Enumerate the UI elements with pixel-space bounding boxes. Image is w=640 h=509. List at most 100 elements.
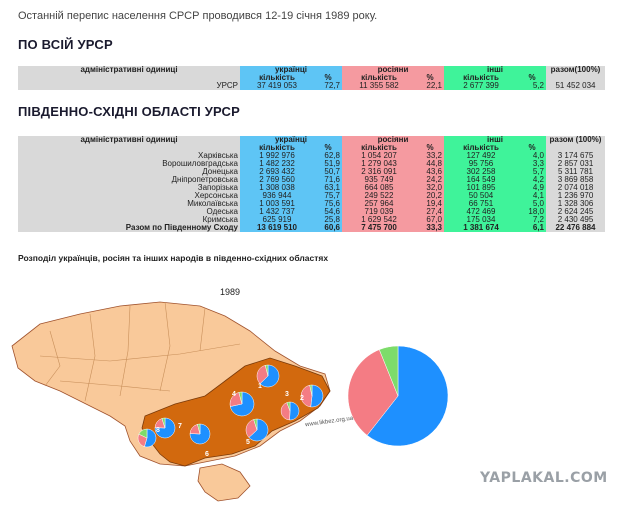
- col-count: кількість: [240, 74, 314, 82]
- table-cell: 24,2: [416, 176, 444, 184]
- table-row: Харківська 1 992 976 62,8 1 054 207 33,2 127 …: [18, 152, 605, 160]
- col-pct: %: [518, 144, 546, 152]
- table-southeast: адміністративні одиниці українці росіяни…: [18, 136, 605, 232]
- col-pct: %: [314, 74, 342, 82]
- col-oth: інші: [444, 66, 546, 74]
- table-cell: 101 895: [444, 184, 518, 192]
- table-cell: 75,7: [314, 192, 342, 200]
- table-row: Донецька 2 693 432 50,7 2 316 091 43,6 302 25…: [18, 168, 605, 176]
- region-pie-slice: [286, 401, 291, 412]
- region-pie: [300, 384, 324, 408]
- table-cell: 1 328 306: [546, 200, 605, 208]
- col-total: разом (100%): [546, 136, 605, 144]
- region-pie-slice: [253, 418, 258, 431]
- table-cell: 1 279 043: [342, 160, 416, 168]
- oblast-borders: [39, 301, 241, 402]
- table-cell: 44,8: [416, 160, 444, 168]
- col-count: кількість: [444, 74, 518, 82]
- region-number: 3: [285, 391, 289, 398]
- table-cell: 664 085: [342, 184, 416, 192]
- table-cell: 249 522: [342, 192, 416, 200]
- table-row: УРСР 37 419 053 72,7 11 355 582 22,1 2 6…: [18, 82, 605, 90]
- table-cell: 50 504: [444, 192, 518, 200]
- table-cell: 719 039: [342, 208, 416, 216]
- table-row: Миколаївська 1 003 591 75,6 257 964 19,4 66 7…: [18, 200, 605, 208]
- region-pie-slice: [310, 384, 324, 408]
- table-cell: Дніпропетровська: [18, 176, 240, 184]
- table-cell: 33,2: [416, 152, 444, 160]
- col-oth: інші: [444, 136, 546, 144]
- region-pie: [245, 418, 269, 442]
- region-pie-slice: [248, 418, 269, 442]
- table-cell: 625 919: [240, 216, 314, 224]
- region-pie-slice: [144, 428, 157, 448]
- region-pie-slice: [280, 402, 291, 421]
- table-all-ukraine: адміністративні одиниці українці росіяни…: [18, 66, 605, 90]
- col-ukr: українці: [240, 136, 342, 144]
- table-cell: 1 432 737: [240, 208, 314, 216]
- col-pct: %: [518, 74, 546, 82]
- table-cell: 3 869 858: [546, 176, 605, 184]
- table-cell: 4,0: [518, 152, 546, 160]
- region-pie: [189, 423, 211, 445]
- table-cell: 27,4: [416, 208, 444, 216]
- table-cell: 7,2: [518, 216, 546, 224]
- region-pie: [154, 417, 176, 439]
- table-cell: 4,2: [518, 176, 546, 184]
- table-cell: 1 236 970: [546, 192, 605, 200]
- region-pie-slice: [309, 384, 313, 397]
- table-cell: 4,9: [518, 184, 546, 192]
- table-cell: 3,3: [518, 160, 546, 168]
- col-count: кількість: [444, 144, 518, 152]
- col-total: разом(100%): [546, 66, 605, 74]
- table-cell: 935 749: [342, 176, 416, 184]
- region-number: 8: [156, 427, 160, 434]
- southeast-pie-slice: [347, 349, 399, 436]
- col-pct: %: [416, 144, 444, 152]
- table-cell: 63,1: [314, 184, 342, 192]
- col-count: кількість: [240, 144, 314, 152]
- region-number: 5: [246, 439, 250, 446]
- region-pie-slice: [238, 391, 243, 405]
- region-pie-slice: [264, 364, 269, 377]
- section-title-southeast: ПІВДЕННО-СХІДНІ ОБЛАСТІ УРСР: [18, 104, 241, 119]
- table-cell: 1 482 232: [240, 160, 314, 168]
- region-pies: [137, 364, 324, 448]
- table-cell: Херсонська: [18, 192, 240, 200]
- southeast-pie-slice: [366, 345, 449, 447]
- table-row: Херсонська 936 944 75,7 249 522 20,2 50 504 4,…: [18, 192, 605, 200]
- table-total-row: Разом по Південному Сходу 13 619 510 60,…: [18, 224, 605, 232]
- table-row: Кримська 625 919 25,8 1 629 542 67,0 175 034 7…: [18, 216, 605, 224]
- table-cell: Миколаївська: [18, 200, 240, 208]
- table-cell: 2 316 091: [342, 168, 416, 176]
- table-cell: 257 964: [342, 200, 416, 208]
- table-cell: 5,0: [518, 200, 546, 208]
- table-cell: Одеська: [18, 208, 240, 216]
- table-cell: 5 311 781: [546, 168, 605, 176]
- table-cell: Запорізька: [18, 184, 240, 192]
- region-number: 1: [258, 383, 262, 390]
- table-row: Дніпропетровська 2 769 560 71,6 935 749 24,2…: [18, 176, 605, 184]
- table-cell: 2 624 245: [546, 208, 605, 216]
- table-cell: 32,0: [416, 184, 444, 192]
- table-cell: 936 944: [240, 192, 314, 200]
- table-cell: 1 629 542: [342, 216, 416, 224]
- southeast-pie-slice: [378, 345, 399, 397]
- table-cell: 1 308 038: [240, 184, 314, 192]
- table-cell: 175 034: [444, 216, 518, 224]
- table-cell: 71,6: [314, 176, 342, 184]
- table-cell: 302 258: [444, 168, 518, 176]
- table-row: Одеська 1 432 737 54,6 719 039 27,4 472 469 18…: [18, 208, 605, 216]
- table-cell: 2 857 031: [546, 160, 605, 168]
- table-cell: 164 549: [444, 176, 518, 184]
- region-numbers: 1 2 3 4 5 6 7 8: [156, 383, 304, 458]
- intro-text: Останній перепис населення СРСР проводив…: [18, 10, 378, 22]
- map-year: 1989: [220, 287, 241, 297]
- table-cell: 19,4: [416, 200, 444, 208]
- col-ukr: українці: [240, 66, 342, 74]
- table-row: Запорізька 1 308 038 63,1 664 085 32,0 101 89…: [18, 184, 605, 192]
- table-cell: 2 769 560: [240, 176, 314, 184]
- table-cell: 1 054 207: [342, 152, 416, 160]
- table-cell: 1 003 591: [240, 200, 314, 208]
- table-cell: 67,0: [416, 216, 444, 224]
